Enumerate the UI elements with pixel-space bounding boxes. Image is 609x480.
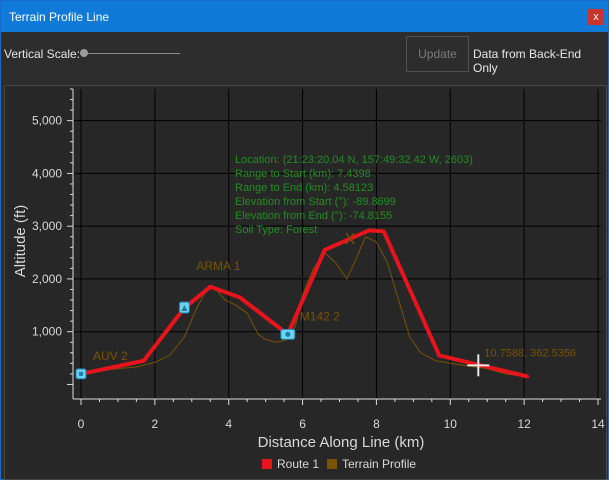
y-tick-label: 1,000 <box>32 325 62 339</box>
y-tick-label: 2,000 <box>32 272 62 286</box>
info-soil: Soil Type: Forest <box>235 224 317 236</box>
y-tick-label: 4,000 <box>32 166 62 180</box>
window-title: Terrain Profile Line <box>9 10 110 24</box>
plot-frame <box>4 85 607 480</box>
legend-route-swatch <box>262 459 272 469</box>
plot-axes <box>67 88 601 405</box>
legend-terrain-swatch <box>327 459 337 469</box>
info-elev-end: Elevation from End (°): -74.8155 <box>235 210 392 222</box>
m142-unit-icon[interactable] <box>280 328 296 340</box>
crosshair-cursor-icon <box>467 354 490 377</box>
x-tick-label: 4 <box>225 417 232 431</box>
vertical-scale-slider-handle[interactable] <box>80 49 88 57</box>
info-range-start: Range to Start (km): 7.4398 <box>235 168 371 180</box>
route-point[interactable] <box>526 375 530 379</box>
y-tick-label: 3,000 <box>32 219 62 233</box>
unit-annotations: AUV 2 ARMA 1 M142 2 X <box>93 231 356 363</box>
route-point[interactable] <box>142 359 146 363</box>
info-range-end: Range to End (km): 4.58123 <box>235 182 373 194</box>
chart-legend: Route 1 Terrain Profile <box>262 457 416 471</box>
route-point[interactable] <box>437 353 441 357</box>
route-point[interactable] <box>323 248 327 252</box>
x-tick-label: 0 <box>78 417 85 431</box>
x-tick-label: 2 <box>152 417 159 431</box>
annotation-label: AUV 2 <box>93 349 128 363</box>
toolbar: Vertical Scale: Update Data from Back-En… <box>1 32 608 79</box>
x-tick-label: 14 <box>591 417 605 431</box>
y-tick-label: 5,000 <box>32 114 62 128</box>
x-tick-label: 8 <box>373 417 380 431</box>
close-button[interactable]: x <box>588 9 604 25</box>
info-location: Location: (21:23:20.04 N, 157:49:32.42 W… <box>235 154 473 166</box>
y-tick-labels: 1,000 2,000 3,000 4,000 5,000 <box>32 114 62 339</box>
close-icon: x <box>593 11 599 23</box>
x-tick-label: 10 <box>444 417 458 431</box>
backend-only-label: Data from Back-End Only <box>473 47 582 75</box>
route-point[interactable] <box>238 295 242 299</box>
info-readout: Location: (21:23:20.04 N, 157:49:32.42 W… <box>235 154 473 236</box>
annotation-label: ARMA 1 <box>196 259 240 273</box>
title-bar[interactable]: Terrain Profile Line x <box>1 1 608 32</box>
y-axis-title: Altitude (ft) <box>12 205 29 278</box>
update-button[interactable]: Update <box>406 36 469 72</box>
auv-unit-icon[interactable] <box>75 368 87 380</box>
x-tick-label: 6 <box>299 417 306 431</box>
x-axis-title: Distance Along Line (km) <box>258 434 425 451</box>
vertical-scale-label: Vertical Scale: <box>4 47 81 61</box>
route-line[interactable] <box>80 228 529 379</box>
arma-unit-icon[interactable] <box>178 301 190 314</box>
legend-terrain-label: Terrain Profile <box>342 457 416 471</box>
route-point[interactable] <box>367 228 371 232</box>
cursor-readout: 10.7588, 362.5356 <box>484 347 576 359</box>
x-tick-label: 12 <box>517 417 531 431</box>
route-point[interactable] <box>382 229 386 233</box>
info-elev-start: Elevation from Start (°): -89.8699 <box>235 196 396 208</box>
route-point[interactable] <box>208 285 212 289</box>
annotation-label: M142 2 <box>300 309 340 323</box>
annotation-label: X <box>345 231 356 248</box>
vertical-scale-slider[interactable] <box>82 53 180 54</box>
x-tick-labels: 0 2 4 6 8 10 12 14 <box>78 417 605 431</box>
plot-grid <box>73 89 601 399</box>
legend-route-label: Route 1 <box>277 457 319 471</box>
